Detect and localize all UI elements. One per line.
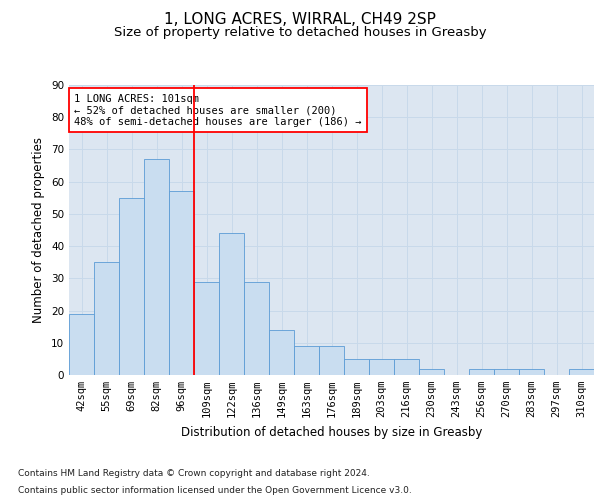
Bar [294, 346, 319, 375]
Bar [344, 359, 369, 375]
Text: Contains HM Land Registry data © Crown copyright and database right 2024.: Contains HM Land Registry data © Crown c… [18, 468, 370, 477]
Bar [194, 282, 219, 375]
Bar [144, 159, 169, 375]
Bar [269, 330, 294, 375]
Bar [394, 359, 419, 375]
Text: 1, LONG ACRES, WIRRAL, CH49 2SP: 1, LONG ACRES, WIRRAL, CH49 2SP [164, 12, 436, 28]
Text: Size of property relative to detached houses in Greasby: Size of property relative to detached ho… [113, 26, 487, 39]
Bar [469, 368, 494, 375]
Bar [219, 233, 244, 375]
Text: 1 LONG ACRES: 101sqm
← 52% of detached houses are smaller (200)
48% of semi-deta: 1 LONG ACRES: 101sqm ← 52% of detached h… [74, 94, 362, 127]
Bar [169, 192, 194, 375]
Bar [419, 368, 444, 375]
Bar [519, 368, 544, 375]
Bar [369, 359, 394, 375]
Bar [244, 282, 269, 375]
Bar [119, 198, 144, 375]
X-axis label: Distribution of detached houses by size in Greasby: Distribution of detached houses by size … [181, 426, 482, 438]
Bar [319, 346, 344, 375]
Bar [94, 262, 119, 375]
Bar [69, 314, 94, 375]
Y-axis label: Number of detached properties: Number of detached properties [32, 137, 46, 323]
Bar [569, 368, 594, 375]
Bar [494, 368, 519, 375]
Text: Contains public sector information licensed under the Open Government Licence v3: Contains public sector information licen… [18, 486, 412, 495]
